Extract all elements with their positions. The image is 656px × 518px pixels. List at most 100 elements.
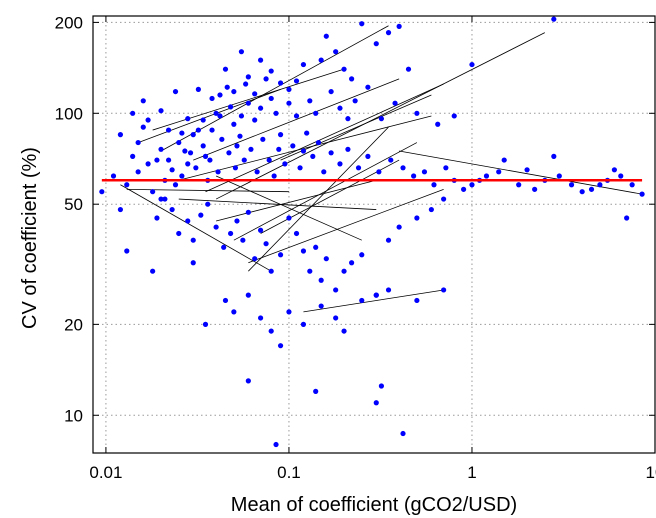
data-point [237,133,243,139]
data-point [169,167,175,173]
y-tick-label: 10 [64,406,83,425]
data-point [313,388,319,394]
data-point [234,143,240,149]
data-point [414,297,420,304]
data-point [135,169,141,175]
y-tick-label: 50 [64,195,83,214]
data-point [323,33,329,39]
trend-segment [216,179,377,222]
data-point [252,256,258,262]
data-point [232,165,239,171]
data-point [176,230,182,237]
trend-segment [248,188,444,264]
data-point [182,148,188,154]
data-point [365,84,371,90]
trend-segment [399,150,643,195]
data-point [297,165,303,171]
data-point [359,252,365,258]
data-point [169,206,175,213]
data-point [257,315,264,321]
y-tick-label: 100 [55,104,83,123]
data-point [355,165,362,171]
data-point [385,30,392,36]
data-point [231,121,237,127]
trend-segment [193,78,400,161]
data-point [213,224,219,230]
y-axis-label: CV of coefficient (%) [19,147,41,329]
data-point [241,157,247,163]
trend-segment [260,159,400,234]
data-point [154,157,160,163]
data-point [209,127,215,133]
data-point [318,303,324,309]
data-point [245,209,251,215]
data-point [263,241,269,247]
y-tick-label: 200 [55,13,83,32]
data-point [165,127,172,133]
data-point [172,88,179,95]
data-point [252,117,258,123]
data-point [231,88,237,95]
trend-segment [178,115,432,181]
data-point [624,215,630,221]
data-point [124,182,130,188]
data-point [428,206,434,213]
data-point [286,86,292,92]
x-tick-label: 0.01 [89,463,122,482]
data-point [266,157,272,163]
data-point [300,148,307,154]
data-point [378,116,385,122]
data-point [588,186,595,192]
data-point [190,237,196,243]
data-point [349,260,355,266]
data-point [629,182,635,188]
data-point [460,186,467,192]
data-point [315,139,322,146]
x-tick-label: 0.1 [277,463,301,482]
data-point [556,173,562,179]
data-point [421,169,428,175]
data-point [124,248,130,254]
data-point [268,95,274,102]
data-point [282,161,288,167]
data-point [260,136,266,142]
data-point [373,400,379,406]
data-point [213,110,219,116]
data-point [496,169,502,175]
data-point [179,130,185,136]
data-point [286,100,292,106]
data-point [268,328,274,334]
data-point [172,182,179,188]
data-point [195,86,201,92]
data-point [154,215,160,221]
data-point [597,182,603,188]
data-point [385,287,392,293]
data-point [215,169,221,175]
data-point [300,61,307,68]
data-point [396,23,402,29]
trend-segment [152,68,345,131]
data-point [359,297,365,304]
data-point [293,113,300,119]
data-point [532,186,538,192]
data-point [200,117,206,123]
x-axis-label: Mean of coefficient (gCO2/USD) [231,494,517,516]
data-point [110,173,117,179]
data-point [392,100,398,106]
trend-segment [215,175,362,241]
data-point [150,189,156,195]
data-point [277,80,284,86]
data-point [396,224,402,230]
data-point [435,121,441,127]
data-point [245,100,251,106]
data-point [202,153,209,159]
data-point [263,76,269,82]
data-points [99,16,645,448]
data-point [158,108,164,114]
data-point [313,244,319,250]
data-point [135,139,141,146]
data-point [238,49,245,55]
data-point [226,150,232,156]
data-point [318,277,324,283]
